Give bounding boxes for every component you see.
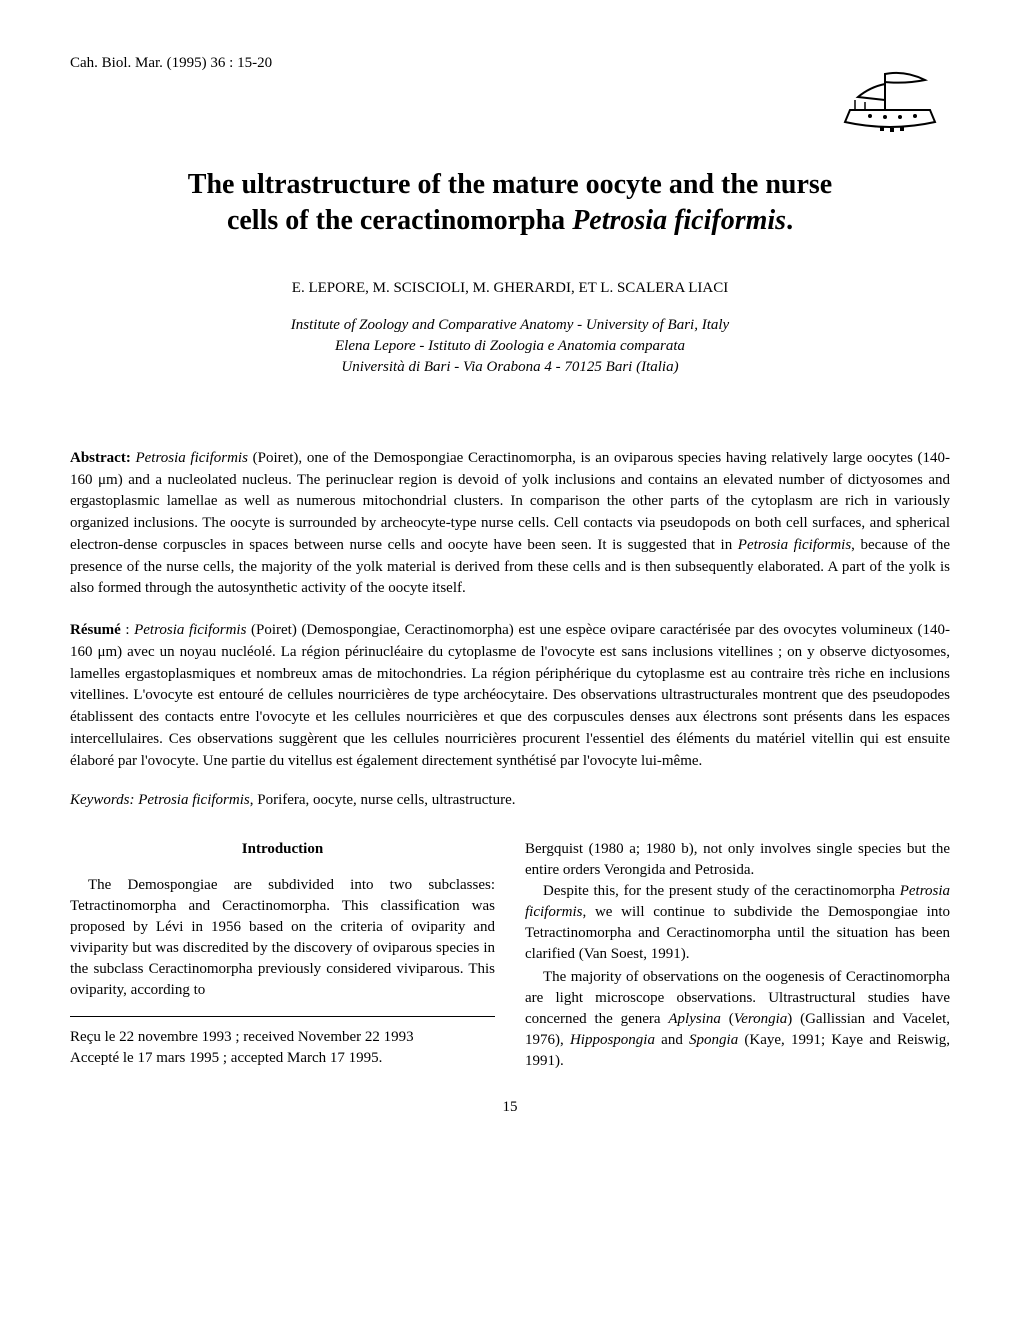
logo-container: [70, 62, 950, 137]
resume-text1: :: [121, 622, 134, 638]
abstract-species1: Petrosia ficiformis: [135, 450, 247, 466]
paper-title: The ultrastructure of the mature oocyte …: [70, 167, 950, 240]
authors: E. LEPORE, M. SCISCIOLI, M. GHERARDI, ET…: [70, 280, 950, 297]
right-column: Bergquist (1980 a; 1980 b), not only inv…: [525, 839, 950, 1074]
left-column: Introduction The Demospongiae are subdiv…: [70, 839, 495, 1074]
page-number: 15: [70, 1099, 950, 1116]
resume-species: Petrosia ficiformis: [134, 622, 246, 638]
title-end: .: [786, 205, 793, 236]
col2-p3d: and: [655, 1032, 689, 1048]
keywords-species: Petrosia ficiformis: [138, 792, 250, 808]
col2-p3-sp3: Hippospongia: [570, 1032, 655, 1048]
ship-logo-icon: [830, 62, 950, 137]
body-columns: Introduction The Demospongiae are subdiv…: [70, 839, 950, 1074]
abstract-paragraph: Abstract: Petrosia ficiformis (Poiret), …: [70, 448, 950, 600]
resume-paragraph: Résumé : Petrosia ficiformis (Poiret) (D…: [70, 620, 950, 772]
col2-paragraph3: The majority of observations on the ooge…: [525, 967, 950, 1072]
col2-p3b: (: [721, 1011, 734, 1027]
col2-p3-sp1: Aplysina: [668, 1011, 721, 1027]
col1-paragraph1: The Demospongiae are subdivided into two…: [70, 875, 495, 1001]
col2-p2b: , we will continue to subdivide the Demo…: [525, 904, 950, 962]
submission-dates: Reçu le 22 novembre 1993 ; received Nove…: [70, 1027, 495, 1069]
affiliation-line1: Institute of Zoology and Comparative Ana…: [291, 317, 729, 333]
title-species: Petrosia ficiformis: [572, 205, 786, 236]
col2-p2a: Despite this, for the present study of t…: [543, 883, 900, 899]
affiliation: Institute of Zoology and Comparative Ana…: [70, 315, 950, 378]
title-line1: The ultrastructure of the mature oocyte …: [188, 169, 832, 200]
title-line2: cells of the ceractinomorpha: [227, 205, 572, 236]
col2-paragraph2: Despite this, for the present study of t…: [525, 881, 950, 965]
divider-line: [70, 1016, 495, 1017]
introduction-heading: Introduction: [70, 839, 495, 860]
keywords-line: Keywords: Petrosia ficiformis, Porifera,…: [70, 792, 950, 809]
resume-label: Résumé: [70, 622, 121, 638]
dates-accepted: Accepté le 17 mars 1995 ; accepted March…: [70, 1050, 382, 1066]
affiliation-line2: Elena Lepore - Istituto di Zoologia e An…: [335, 338, 685, 354]
keywords-text: , Porifera, oocyte, nurse cells, ultrast…: [250, 792, 516, 808]
abstract-species2: Petrosia ficiformis: [738, 537, 851, 553]
col2-paragraph1: Bergquist (1980 a; 1980 b), not only inv…: [525, 839, 950, 881]
col2-p3-sp2: Verongia: [734, 1011, 788, 1027]
resume-text2: (Poiret) (Demospongiae, Ceractinomorpha)…: [70, 622, 950, 769]
affiliation-line3: Università di Bari - Via Orabona 4 - 701…: [341, 359, 678, 375]
dates-received: Reçu le 22 novembre 1993 ; received Nove…: [70, 1029, 414, 1045]
col2-p3-sp4: Spongia: [689, 1032, 738, 1048]
keywords-label: Keywords:: [70, 792, 138, 808]
abstract-label: Abstract:: [70, 450, 135, 466]
